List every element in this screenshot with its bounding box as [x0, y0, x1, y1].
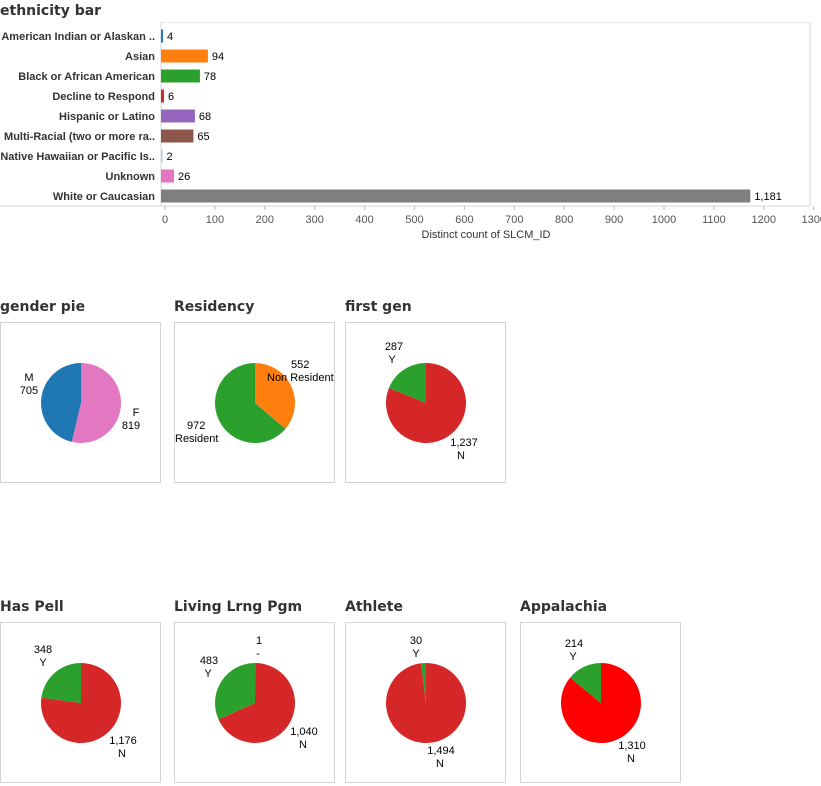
bar-asian [161, 50, 208, 63]
category-label-hispanic-or-latino: Hispanic or Latino [59, 111, 155, 123]
firstgen-slice-value-label-n: 1,237 [450, 437, 478, 449]
x-tick-label-500: 500 [405, 214, 423, 226]
bar-unknown [161, 170, 174, 183]
category-label-asian: Asian [125, 51, 155, 63]
x-tick-label-100: 100 [206, 214, 224, 226]
category-label-decline-to-respond: Decline to Respond [52, 91, 155, 103]
bar-decline-to-respond [161, 90, 164, 103]
firstgen-slice-label-y: Y [388, 354, 396, 366]
bar-value-label-asian: 94 [212, 51, 224, 63]
gender-slice-value-label-m: 705 [20, 385, 38, 397]
living-pie-title: Living Lrng Pgm [174, 599, 302, 615]
residency-slice-value-label-non-resident: 552 [291, 359, 309, 371]
gender-pie-title: gender pie [0, 299, 85, 315]
bar-multi-racial-two-or-more-ra [161, 130, 193, 143]
athlete-slice-label-y: Y [412, 648, 420, 660]
residency-pie-title: Residency [174, 299, 254, 315]
x-tick-label-300: 300 [306, 214, 324, 226]
x-tick-label-1300: 1300 [801, 214, 821, 226]
bar-value-label-black-or-african-american: 78 [204, 71, 216, 83]
category-label-multi-racial-two-or-more-ra: Multi-Racial (two or more ra.. [4, 131, 155, 143]
athlete-slice-value-label-n: 1,494 [427, 745, 455, 757]
living-slice-value-label-dash: 1 [256, 635, 262, 647]
ethnicity-bar-title: ethnicity bar [0, 3, 101, 19]
gender-slice-value-label-f: 819 [122, 420, 140, 432]
bar-value-label-multi-racial-two-or-more-ra: 65 [197, 131, 209, 143]
x-axis-title: Distinct count of SLCM_ID [422, 229, 551, 241]
gender-slice-label-m: M [24, 372, 33, 384]
gender-slice-label-f: F [133, 407, 140, 419]
category-label-native-hawaiian-or-pacific-is: Native Hawaiian or Pacific Is.. [0, 151, 155, 163]
firstgen-pie-title: first gen [345, 299, 412, 315]
appalachia-pie-title: Appalachia [520, 599, 607, 615]
bar-white-or-caucasian [161, 190, 750, 203]
firstgen-slice-label-n: N [457, 450, 465, 462]
bar-native-hawaiian-or-pacific-is [161, 150, 163, 163]
pell-slice-value-label-n: 1,176 [109, 735, 137, 747]
bar-value-label-american-indian-or-alaskan: 4 [167, 31, 173, 43]
athlete-slice-n [386, 663, 466, 743]
x-tick-label-1000: 1000 [652, 214, 676, 226]
category-label-unknown: Unknown [106, 171, 156, 183]
appalachia-slice-value-label-y: 214 [565, 638, 583, 650]
category-label-white-or-caucasian: White or Caucasian [53, 191, 155, 203]
x-tick-label-1100: 1100 [702, 214, 726, 226]
x-tick-label-600: 600 [455, 214, 473, 226]
pell-slice-value-label-y: 348 [34, 644, 52, 656]
plot-frame [161, 22, 810, 206]
bar-value-label-white-or-caucasian: 1,181 [754, 191, 782, 203]
living-slice-label-dash: - [256, 648, 260, 660]
residency-slice-value-label-resident: 972 [187, 420, 205, 432]
appalachia-slice-label-n: N [627, 753, 635, 765]
category-label-black-or-african-american: Black or African American [18, 71, 155, 83]
appalachia-slice-value-label-n: 1,310 [618, 740, 646, 752]
residency-slice-label-resident: Resident [175, 433, 218, 445]
athlete-pie-title: Athlete [345, 599, 403, 615]
x-tick-label-400: 400 [355, 214, 373, 226]
bar-value-label-decline-to-respond: 6 [168, 91, 174, 103]
x-tick-label-700: 700 [505, 214, 523, 226]
appalachia-slice-label-y: Y [569, 651, 577, 663]
living-slice-value-label-y: 483 [200, 655, 218, 667]
athlete-slice-label-n: N [436, 758, 444, 770]
residency-slice-label-non-resident: Non Resident [267, 372, 334, 384]
x-tick-label-900: 900 [605, 214, 623, 226]
x-tick-label-200: 200 [256, 214, 274, 226]
ethnicity-bar-chart: American Indian or Alaskan .. 4 Asian 94 Bla… [0, 22, 821, 247]
bar-value-label-unknown: 26 [178, 171, 190, 183]
pell-slice-y [41, 663, 81, 703]
pell-slice-label-n: N [118, 748, 126, 760]
bar-value-label-native-hawaiian-or-pacific-is: 2 [167, 151, 173, 163]
bar-american-indian-or-alaskan [161, 30, 163, 43]
firstgen-slice-value-label-y: 287 [385, 341, 403, 353]
living-slice-value-label-n: 1,040 [290, 726, 318, 738]
bar-hispanic-or-latino [161, 110, 195, 123]
x-tick-label-800: 800 [555, 214, 573, 226]
bar-value-label-hispanic-or-latino: 68 [199, 111, 211, 123]
category-label-american-indian-or-alaskan: American Indian or Alaskan .. [1, 31, 155, 43]
pell-slice-label-y: Y [39, 657, 47, 669]
x-tick-label-1200: 1200 [752, 214, 776, 226]
pell-pie-title: Has Pell [0, 599, 64, 615]
living-slice-label-y: Y [204, 668, 212, 680]
x-tick-label-0: 0 [162, 214, 168, 226]
living-slice-label-n: N [299, 739, 307, 751]
bar-black-or-african-american [161, 70, 200, 83]
athlete-slice-value-label-y: 30 [410, 635, 422, 647]
